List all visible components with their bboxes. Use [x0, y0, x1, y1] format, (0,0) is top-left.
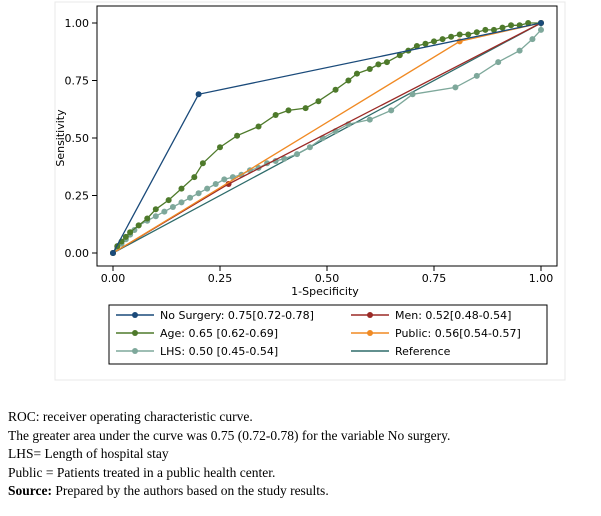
data-point: [221, 176, 228, 183]
data-point: [473, 72, 480, 79]
data-point: [212, 181, 219, 187]
y-axis-label: Sensitivity: [54, 109, 67, 167]
legend-marker: [132, 330, 138, 336]
legend-marker: [367, 312, 373, 318]
data-point: [525, 20, 532, 26]
data-point: [482, 26, 489, 33]
data-point: [161, 208, 168, 215]
x-tick-label: 0.00: [101, 272, 126, 285]
data-point: [353, 70, 360, 77]
series-layer: [110, 20, 544, 256]
data-point: [217, 144, 223, 151]
data-point: [165, 197, 172, 204]
data-point: [473, 29, 480, 36]
data-point: [465, 31, 472, 38]
data-point: [255, 123, 262, 130]
data-point: [272, 112, 279, 118]
data-point: [294, 151, 301, 158]
source-label: Source:: [8, 483, 52, 498]
data-point: [409, 91, 416, 98]
data-point: [332, 86, 339, 93]
note-public: Public = Patients treated in a public he…: [8, 464, 276, 480]
data-point: [508, 22, 515, 29]
data-point: [127, 229, 134, 236]
data-point: [366, 116, 373, 123]
data-point: [448, 33, 455, 40]
data-point: [366, 66, 373, 72]
data-point: [306, 144, 313, 151]
data-point: [110, 250, 116, 256]
data-point: [495, 59, 502, 66]
data-point: [538, 26, 544, 33]
data-point: [345, 77, 352, 84]
series-line: [112, 22, 542, 254]
data-point: [315, 98, 322, 105]
data-point: [178, 185, 185, 192]
y-tick-label: 0.50: [65, 132, 90, 145]
figure-frame: [54, 1, 566, 381]
legend-label: Age: 0.65 [0.62-0.69]: [160, 327, 278, 340]
y-tick-label: 1.00: [65, 17, 90, 30]
x-tick-label: 0.25: [208, 272, 233, 285]
y-tick-label: 0.00: [65, 247, 90, 260]
note-roc: ROC: receiver operating characteristic c…: [8, 409, 253, 424]
note-lhs: LHS= Length of hospital stay: [8, 446, 169, 461]
source-text: Prepared by the authors based on the stu…: [52, 483, 329, 498]
data-point: [285, 107, 292, 114]
legend-box: [108, 304, 548, 365]
legend-label: LHS: 0.50 [0.45-0.54]: [160, 345, 278, 358]
data-point: [152, 206, 159, 213]
legend-marker: [132, 348, 138, 354]
data-point: [375, 61, 382, 68]
data-point: [302, 105, 309, 112]
x-tick-label: 1.00: [529, 272, 554, 285]
figure-notes: ROC: receiver operating characteristic c…: [8, 408, 598, 501]
x-axis-label: 1-Specificity: [291, 285, 359, 298]
note-source: Source: Prepared by the authors based on…: [8, 482, 598, 501]
legend-marker: [367, 330, 373, 336]
data-point: [490, 26, 497, 33]
data-point: [199, 160, 206, 167]
data-point: [135, 222, 142, 229]
data-point: [529, 36, 536, 43]
data-point: [178, 199, 185, 206]
data-point: [169, 204, 176, 210]
data-point: [234, 132, 241, 139]
legend-label: No Surgery: 0.75[0.72-0.78]: [160, 309, 314, 322]
data-point: [413, 43, 420, 49]
data-point: [204, 185, 211, 192]
x-tick-label: 0.75: [422, 272, 447, 285]
data-point: [439, 36, 446, 43]
legend-label: Men: 0.52[0.48-0.54]: [395, 309, 511, 322]
data-point: [187, 194, 194, 201]
legend-label: Public: 0.56[0.54-0.57]: [395, 327, 521, 340]
data-point: [144, 215, 151, 222]
y-tick-label: 0.75: [65, 75, 90, 88]
data-point: [225, 181, 232, 187]
legend-label: Reference: [395, 345, 451, 358]
data-point: [456, 31, 463, 38]
legend-marker: [132, 312, 138, 318]
data-point: [383, 59, 390, 66]
data-point: [422, 40, 429, 47]
data-point: [195, 91, 202, 98]
data-point: [452, 84, 459, 91]
data-point: [538, 20, 544, 26]
note-auc: The greater area under the curve was 0.7…: [8, 427, 451, 443]
data-point: [191, 174, 198, 181]
x-tick-label: 0.50: [315, 272, 340, 285]
axes: 0.00 0.00 0.25 0.25 0.50 0.50 0.75 0.75 1.00 1.00: [65, 17, 554, 285]
legend: No Surgery: 0.75[0.72-0.78] Men: 0.52[0.4…: [108, 304, 548, 365]
data-point: [516, 47, 523, 54]
y-tick-label: 0.25: [65, 190, 90, 203]
data-point: [281, 155, 288, 162]
data-point: [388, 107, 395, 114]
data-point: [152, 213, 159, 220]
data-point: [195, 190, 202, 197]
data-point: [431, 38, 437, 45]
data-point: [499, 24, 506, 31]
data-point: [396, 52, 403, 59]
data-point: [122, 233, 129, 240]
